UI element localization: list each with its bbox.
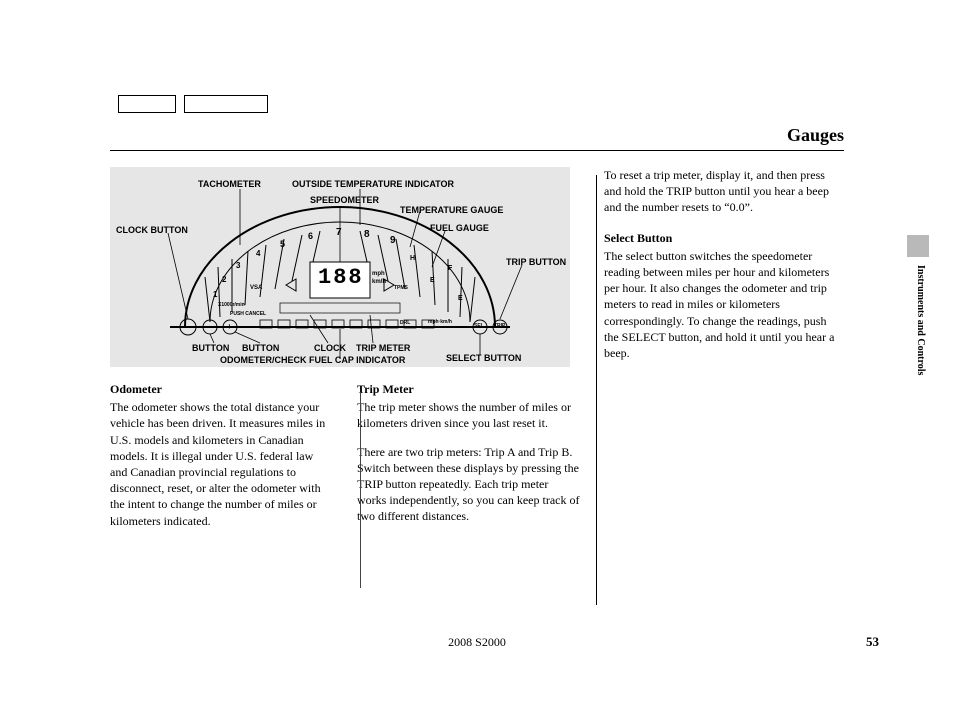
speed-readout: 188 (318, 265, 364, 290)
label-fuel-gauge: FUEL GAUGE (430, 223, 489, 233)
push-cancel: PUSH CANCEL (230, 311, 266, 317)
label-trip-meter: TRIP METER (356, 343, 410, 353)
sel-text: SEL (474, 323, 484, 329)
header-boxes (118, 95, 268, 113)
odometer-text: The odometer shows the total distance yo… (110, 399, 333, 529)
spacer (357, 432, 580, 444)
vsa-text: VSA (250, 285, 262, 291)
label-clock-button: CLOCK BUTTON (116, 225, 188, 235)
minus-icon: − (206, 322, 211, 331)
tripmeter-text-1: The trip meter shows the number of miles… (357, 399, 580, 431)
gauge-diagram: TACHOMETER OUTSIDE TEMPERATURE INDICATOR… (110, 167, 570, 367)
trip-text: TRIP (494, 323, 505, 329)
column-divider (596, 175, 597, 605)
title-row: Gauges (110, 125, 844, 151)
gauge-f: F (448, 265, 452, 272)
reset-text: To reset a trip meter, display it, and t… (604, 167, 844, 216)
label-button-left: BUTTON (192, 343, 229, 353)
select-text: The select button switches the speedomet… (604, 248, 844, 361)
page-number: 53 (866, 634, 879, 650)
tripmeter-section: Trip Meter The trip meter shows the numb… (357, 381, 580, 529)
lower-columns: Odometer The odometer shows the total di… (110, 381, 580, 529)
page-title: Gauges (787, 125, 844, 146)
label-button-mid: BUTTON (242, 343, 279, 353)
odometer-section: Odometer The odometer shows the total di… (110, 381, 333, 529)
units-kmh: km/h (372, 279, 386, 285)
num-5: 5 (280, 239, 285, 249)
spacer (604, 216, 844, 230)
section-tab (907, 235, 929, 257)
tpms-text: TPMS (394, 285, 408, 291)
section-label: Instruments and Controls (915, 265, 926, 375)
tripmeter-text-2: There are two trip meters: Trip A and Tr… (357, 444, 580, 525)
label-tachometer: TACHOMETER (198, 179, 261, 189)
label-trip-button: TRIP BUTTON (506, 257, 566, 267)
num-8: 8 (364, 229, 370, 240)
tripmeter-heading: Trip Meter (357, 381, 580, 397)
label-temp-gauge: TEMPERATURE GAUGE (400, 205, 503, 215)
plus-icon: + (227, 322, 232, 331)
label-clock: CLOCK (314, 343, 346, 353)
gauge-h: H (410, 255, 415, 262)
drl-text: DRL (400, 320, 410, 326)
right-column: To reset a trip meter, display it, and t… (604, 167, 844, 529)
num-3: 3 (236, 261, 240, 270)
odometer-heading: Odometer (110, 381, 333, 397)
num-9: 9 (390, 235, 396, 246)
page: Gauges Instruments and Controls (0, 0, 954, 710)
num-2: 2 (222, 275, 226, 284)
label-select-button: SELECT BUTTON (446, 353, 521, 363)
units-mph: mph (372, 271, 385, 277)
num-1: 1 (213, 290, 217, 299)
num-6: 6 (308, 231, 313, 241)
mphkmh-text: mph·km/h (428, 319, 452, 325)
header-box-1 (118, 95, 176, 113)
gauge-e: E (430, 277, 435, 284)
subcolumn-divider (360, 392, 361, 588)
left-column: TACHOMETER OUTSIDE TEMPERATURE INDICATOR… (110, 167, 580, 529)
label-speedometer: SPEEDOMETER (310, 195, 379, 205)
label-odo-check: ODOMETER/CHECK FUEL CAP INDICATOR (220, 355, 405, 365)
header-box-2 (184, 95, 268, 113)
num-4: 4 (256, 249, 260, 258)
content: TACHOMETER OUTSIDE TEMPERATURE INDICATOR… (110, 167, 844, 529)
num-7: 7 (336, 227, 342, 238)
gauge-e2: E (458, 295, 463, 302)
label-outside-temp: OUTSIDE TEMPERATURE INDICATOR (292, 179, 454, 189)
footer-text: 2008 S2000 (0, 635, 954, 650)
kx1000: X1000r/min (218, 302, 245, 308)
select-heading: Select Button (604, 230, 844, 246)
